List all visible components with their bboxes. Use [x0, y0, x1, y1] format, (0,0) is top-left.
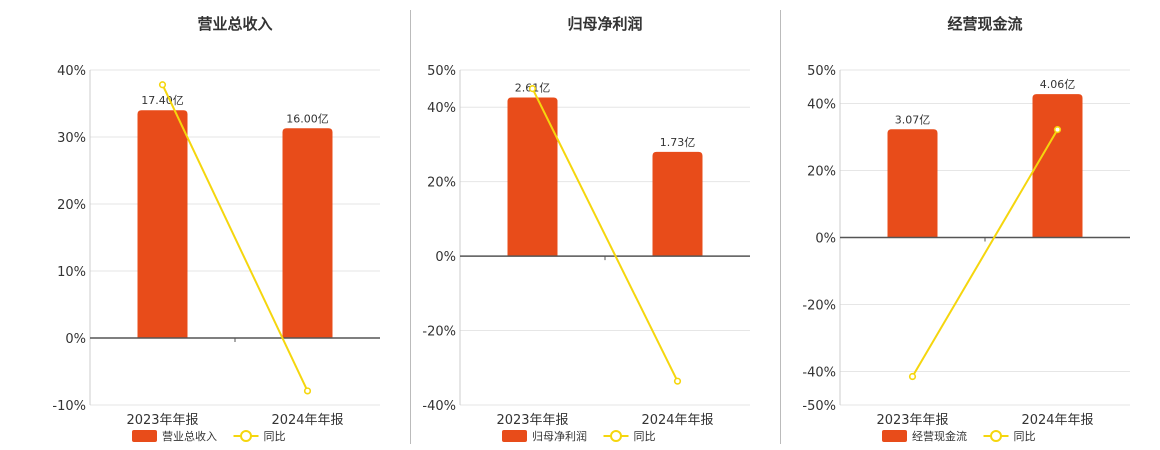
y-tick-label: 0% — [815, 232, 836, 247]
y-tick-label: -10% — [52, 399, 86, 414]
chart-revenue: 营业总收入 40% 30% 20% 10% 0% -10% 17.40亿 16.00亿 2023年… — [0, 0, 400, 450]
chart-cash-flow: 经营现金流 50% 40% 20% 0% -20% -40% -50% 3.07亿 4.06亿 20… — [770, 0, 1160, 450]
bar-data-label: 1.73亿 — [660, 136, 696, 149]
chart-title: 归母净利润 — [567, 15, 642, 33]
x-tick-label: 2023年年报 — [126, 413, 198, 428]
bar — [1032, 94, 1083, 238]
yoy-line — [161, 84, 309, 392]
legend-bar-label: 营业总收入 — [162, 429, 217, 443]
legend-bar-label: 经营现金流 — [912, 429, 967, 443]
y-tick-label: 50% — [807, 64, 836, 79]
bar — [887, 129, 938, 238]
legend-bar-swatch — [132, 430, 157, 442]
bar — [282, 128, 333, 338]
y-tick-label: 50% — [427, 64, 456, 79]
bar-data-label: 3.07亿 — [895, 113, 931, 126]
chart-net-profit-svg: 归母净利润50%40%20%0%-20%-40%2.61亿1.73亿2023年年… — [422, 15, 750, 443]
bar — [507, 97, 558, 257]
y-tick-label: 20% — [807, 165, 836, 180]
chart-net-profit: 归母净利润50%40%20%0%-20%-40%2.61亿1.73亿2023年年… — [400, 0, 780, 450]
x-tick-label: 2023年年报 — [876, 413, 948, 428]
x-tick-label: 2023年年报 — [496, 413, 568, 428]
x-tick-label: 2024年年报 — [641, 413, 713, 428]
y-tick-label: -20% — [422, 325, 456, 340]
bar-data-label: 17.40亿 — [141, 94, 184, 107]
y-tick-label: 20% — [57, 198, 86, 213]
legend-line-marker — [990, 430, 1002, 442]
bar-data-label: 4.06亿 — [1040, 78, 1076, 91]
yoy-point — [673, 377, 682, 385]
yoy-line — [531, 88, 679, 382]
bar-data-label: 16.00亿 — [286, 112, 329, 125]
legend-bar-swatch — [502, 430, 527, 442]
y-tick-label: 40% — [57, 64, 86, 79]
yoy-point — [528, 85, 537, 93]
divider — [780, 10, 781, 444]
y-tick-label: 0% — [65, 332, 86, 347]
bar — [137, 110, 188, 338]
yoy-line — [911, 129, 1059, 378]
chart-title: 营业总收入 — [197, 15, 272, 33]
legend-bar-swatch — [882, 430, 907, 442]
y-tick-label: 40% — [807, 98, 836, 113]
y-tick-label: 40% — [427, 101, 456, 116]
x-tick-label: 2024年年报 — [271, 413, 343, 428]
x-tick-label: 2024年年报 — [1021, 413, 1093, 428]
bar — [652, 151, 703, 257]
y-tick-label: -20% — [802, 299, 836, 314]
y-tick-label: -50% — [802, 399, 836, 414]
legend-line-marker — [240, 430, 252, 442]
y-tick-label: 10% — [57, 265, 86, 280]
y-tick-label: -40% — [422, 399, 456, 414]
y-tick-label: 0% — [435, 250, 456, 265]
yoy-point — [908, 372, 917, 381]
yoy-point — [1053, 126, 1062, 134]
legend-bar-label: 归母净利润 — [532, 429, 587, 443]
divider — [410, 10, 411, 444]
chart-revenue-svg: 营业总收入 40% 30% 20% 10% 0% -10% 17.40亿 16.00亿 2023年… — [52, 15, 380, 443]
yoy-point — [303, 387, 312, 395]
y-tick-label: 20% — [427, 176, 456, 191]
yoy-point — [158, 81, 167, 89]
legend-line-label: 同比 — [1014, 430, 1036, 443]
chart-cash-flow-svg: 经营现金流 50% 40% 20% 0% -20% -40% -50% 3.07亿 4.06亿 20… — [802, 15, 1130, 443]
y-tick-label: 30% — [57, 131, 86, 146]
legend-line-label: 同比 — [264, 430, 286, 443]
legend-line-marker — [610, 430, 622, 442]
legend-line-label: 同比 — [634, 430, 656, 443]
chart-title: 经营现金流 — [947, 15, 1022, 33]
y-tick-label: -40% — [802, 366, 836, 381]
